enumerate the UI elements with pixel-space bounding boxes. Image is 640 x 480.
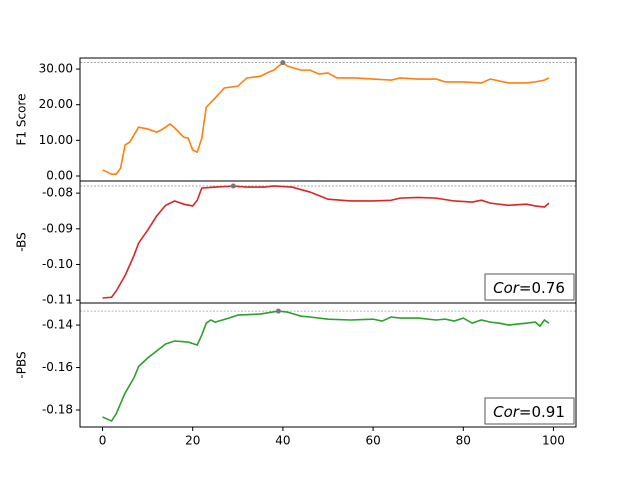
axes-frame: [79, 57, 577, 182]
annotation: Cor=0.76: [484, 273, 575, 301]
x-tick-label: 0: [99, 434, 107, 448]
x-tick-label: 60: [365, 434, 380, 448]
annotation-symbol: Cor: [493, 279, 520, 297]
x-tick-label: 40: [275, 434, 290, 448]
y-tick-label: -0.08: [42, 186, 73, 200]
x-tick-label: 20: [185, 434, 200, 448]
annotation-text: Cor=0.76: [493, 279, 565, 297]
y-tick-label: -0.16: [42, 360, 73, 374]
y-tick-label: -0.14: [42, 318, 73, 332]
best-point: [275, 308, 281, 314]
annotation-value: =0.91: [519, 403, 565, 421]
y-axis-label: F1 Score: [15, 94, 29, 146]
annotation: Cor=0.91: [484, 397, 575, 425]
y-tick-label: -0.11: [42, 293, 73, 307]
y-tick-label: 20.00: [39, 97, 73, 111]
best-point: [230, 183, 236, 189]
annotation-symbol: Cor: [493, 403, 520, 421]
data-line: [102, 185, 550, 299]
y-tick-label: 30.00: [39, 62, 73, 76]
axes-frame: [79, 302, 577, 428]
y-tick-label: 10.00: [39, 133, 73, 147]
y-tick-label: -0.18: [42, 403, 73, 417]
x-tick-label: 80: [456, 434, 471, 448]
best-point: [280, 60, 286, 66]
annotation-text: Cor=0.91: [493, 403, 565, 421]
x-tick-label: 100: [542, 434, 565, 448]
y-axis-label: -BS: [15, 232, 29, 252]
data-line: [102, 61, 550, 176]
y-tick-label: -0.09: [42, 221, 73, 235]
y-tick-label: -0.10: [42, 257, 73, 271]
annotation-box: [484, 273, 575, 301]
annotation-box: [484, 397, 575, 425]
annotation-value: =0.76: [519, 279, 565, 297]
y-axis-label: -PBS: [15, 351, 29, 378]
data-line: [102, 310, 550, 423]
y-tick-label: 0.00: [46, 169, 73, 183]
